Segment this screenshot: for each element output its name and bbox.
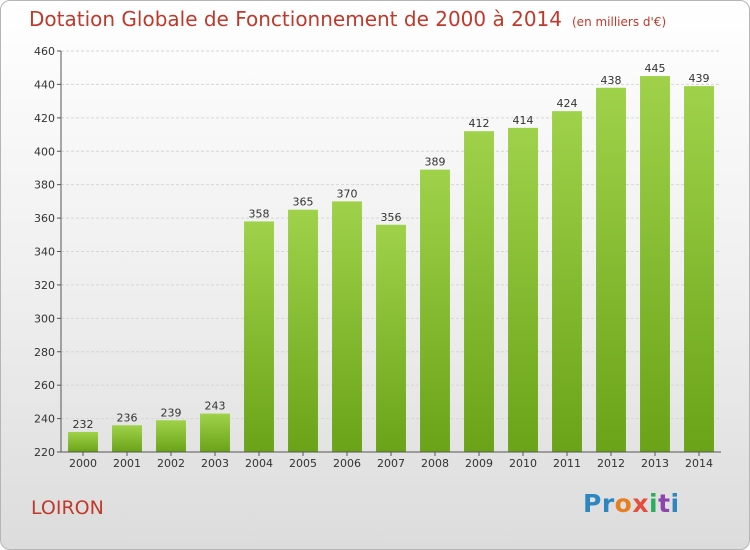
bar-2013 bbox=[640, 76, 670, 452]
bar-2005 bbox=[288, 209, 318, 452]
data-label-2002: 239 bbox=[161, 406, 182, 419]
bar-2011 bbox=[552, 111, 582, 453]
y-tick-label: 400 bbox=[34, 145, 55, 158]
y-tick-label: 420 bbox=[34, 112, 55, 125]
bar-2007 bbox=[376, 224, 406, 452]
bar-2002 bbox=[156, 420, 186, 452]
data-label-2008: 389 bbox=[425, 156, 446, 169]
y-tick-label: 240 bbox=[34, 413, 55, 426]
x-tick-label-2011: 2011 bbox=[553, 457, 581, 470]
data-label-2011: 424 bbox=[557, 97, 578, 110]
logo-letter: r bbox=[601, 489, 615, 518]
data-label-2009: 412 bbox=[469, 117, 490, 130]
bar-2009 bbox=[464, 131, 494, 452]
data-label-2006: 370 bbox=[337, 187, 358, 200]
data-label-2004: 358 bbox=[249, 207, 270, 220]
chart-title-text: Dotation Globale de Fonctionnement de 20… bbox=[29, 7, 562, 31]
data-label-2003: 243 bbox=[205, 400, 226, 413]
logo-letter: i bbox=[670, 489, 680, 518]
logo-letter: t bbox=[658, 489, 671, 518]
y-tick-label: 280 bbox=[34, 346, 55, 359]
x-tick-label-2005: 2005 bbox=[289, 457, 317, 470]
x-tick-label-2001: 2001 bbox=[113, 457, 141, 470]
data-label-2012: 438 bbox=[601, 74, 622, 87]
x-tick-label-2007: 2007 bbox=[377, 457, 405, 470]
bar-2001 bbox=[112, 425, 142, 452]
proxiti-logo: Proxiti bbox=[583, 489, 680, 518]
bar-2000 bbox=[68, 431, 98, 452]
data-label-2014: 439 bbox=[689, 72, 710, 85]
logo-letter: o bbox=[614, 489, 633, 518]
y-tick-label: 320 bbox=[34, 279, 55, 292]
x-tick-label-2000: 2000 bbox=[69, 457, 97, 470]
commune-name: LOIRON bbox=[31, 497, 104, 519]
chart-subtitle: (en milliers d'€) bbox=[572, 15, 667, 29]
x-tick-label-2004: 2004 bbox=[245, 457, 273, 470]
chart-title: Dotation Globale de Fonctionnement de 20… bbox=[29, 7, 666, 31]
x-tick-label-2006: 2006 bbox=[333, 457, 361, 470]
logo-letter: x bbox=[632, 489, 649, 518]
y-tick-label: 300 bbox=[34, 312, 55, 325]
y-tick-label: 260 bbox=[34, 379, 55, 392]
y-tick-label: 460 bbox=[34, 45, 55, 58]
bar-2010 bbox=[508, 127, 538, 452]
x-tick-label-2009: 2009 bbox=[465, 457, 493, 470]
data-label-2005: 365 bbox=[293, 196, 314, 209]
y-tick-label: 340 bbox=[34, 246, 55, 259]
x-tick-label-2010: 2010 bbox=[509, 457, 537, 470]
bar-2006 bbox=[332, 201, 362, 452]
y-tick-label: 220 bbox=[34, 446, 55, 459]
bar-2014 bbox=[684, 86, 714, 453]
bar-2004 bbox=[244, 221, 274, 452]
x-tick-label-2003: 2003 bbox=[201, 457, 229, 470]
data-label-2007: 356 bbox=[381, 211, 402, 224]
x-tick-label-2014: 2014 bbox=[685, 457, 713, 470]
y-tick-label: 440 bbox=[34, 78, 55, 91]
x-tick-label-2012: 2012 bbox=[597, 457, 625, 470]
y-tick-label: 360 bbox=[34, 212, 55, 225]
logo-letter: P bbox=[583, 489, 602, 518]
data-label-2013: 445 bbox=[645, 62, 666, 75]
x-tick-label-2002: 2002 bbox=[157, 457, 185, 470]
data-label-2001: 236 bbox=[117, 411, 138, 424]
x-tick-label-2013: 2013 bbox=[641, 457, 669, 470]
bar-2008 bbox=[420, 169, 450, 453]
data-label-2000: 232 bbox=[73, 418, 94, 431]
x-tick-label-2008: 2008 bbox=[421, 457, 449, 470]
y-tick-label: 380 bbox=[34, 179, 55, 192]
logo-letter: i bbox=[649, 489, 659, 518]
bar-2003 bbox=[200, 413, 230, 452]
data-label-2010: 414 bbox=[513, 114, 534, 127]
bar-2012 bbox=[596, 87, 626, 452]
